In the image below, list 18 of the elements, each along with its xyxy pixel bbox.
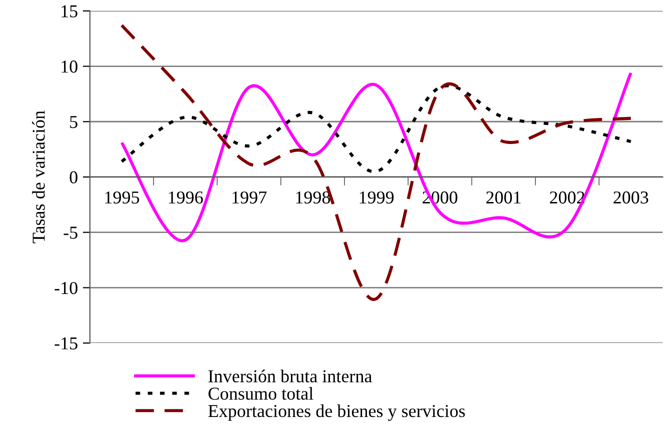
x-tick-label: 1998 (296, 191, 330, 204)
y-tick-label: -15 (54, 337, 78, 350)
y-tick-label: 5 (70, 116, 78, 128)
x-tick-label: 2001 (486, 191, 521, 204)
x-tick-label: 1997 (232, 191, 267, 204)
y-axis-title: Tasas de variación (32, 110, 45, 244)
x-tick-label: 1999 (360, 191, 394, 204)
y-tick-label: 0 (70, 171, 78, 184)
y-tick-label: -5 (64, 226, 78, 239)
legend-label: Consumo total (208, 387, 314, 400)
y-tick-label: -10 (54, 282, 78, 294)
legend-label: Exportaciones de bienes y servicios (208, 404, 465, 421)
y-tick-label: 15 (62, 5, 78, 18)
x-tick-label: 1995 (105, 191, 140, 204)
y-tick-label: 10 (62, 60, 78, 73)
legend-label: Inversión bruta interna (208, 370, 372, 382)
x-tick-label: 1996 (168, 191, 203, 204)
x-tick-label: 2003 (614, 191, 648, 204)
